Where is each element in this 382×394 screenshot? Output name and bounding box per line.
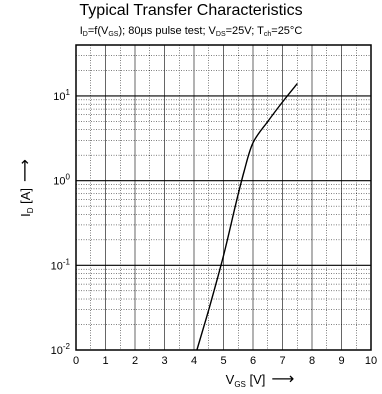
x-tick-label: 9	[338, 355, 344, 367]
y-tick-label: 10-1	[51, 257, 71, 272]
x-tick-label: 2	[132, 355, 138, 367]
x-tick-labels: 0 1 2 3 4 5 6 7 8 9 10	[73, 355, 377, 367]
y-tick-label: 101	[53, 88, 70, 103]
x-tick-label: 0	[73, 355, 79, 367]
y-tick-labels: 10-2 10-1 100 101	[51, 88, 71, 357]
y-tick-label: 100	[53, 173, 70, 188]
transfer-curve	[196, 83, 298, 351]
x-tick-label: 6	[250, 355, 256, 367]
chart-title: Typical Transfer Characteristics	[79, 2, 303, 19]
x-axis-label: VGS [V] ⟶	[226, 371, 295, 389]
x-tick-label: 5	[220, 355, 226, 367]
x-tick-label: 10	[365, 355, 377, 367]
y-axis-label: ID [A]⟶	[17, 159, 35, 217]
plot-frame	[75, 44, 372, 351]
chart-subtitle: ID=f(VGS); 80µs pulse test; VDS=25V; Tch…	[79, 25, 303, 38]
chart-grid	[75, 44, 372, 351]
y-tick-label: 10-2	[51, 342, 71, 357]
x-tick-label: 4	[191, 355, 197, 367]
x-tick-label: 7	[279, 355, 285, 367]
x-tick-label: 8	[309, 355, 315, 367]
x-tick-label: 3	[161, 355, 167, 367]
x-tick-label: 1	[102, 355, 108, 367]
